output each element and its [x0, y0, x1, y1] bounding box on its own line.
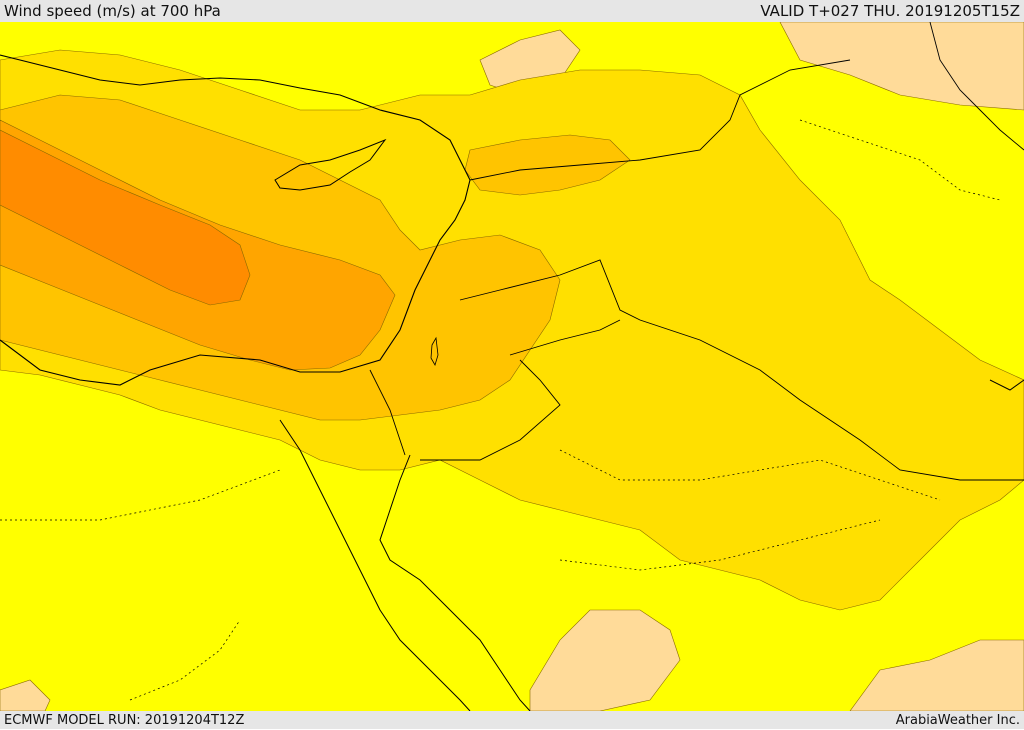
map-header: Wind speed (m/s) at 700 hPa VALID T+027 … [0, 0, 1024, 22]
band-5 [0, 129, 251, 306]
valid-time: VALID T+027 THU. 20191205T15Z [760, 2, 1020, 20]
persian-gulf-coast [989, 379, 1024, 391]
cyprus-outline [274, 138, 387, 191]
calm-region-south [529, 609, 681, 711]
model-run: ECMWF MODEL RUN: 20191204T12Z [4, 713, 245, 728]
calm-region-southeast [849, 639, 1024, 711]
band-3-east [464, 134, 631, 196]
calm-region-north [779, 22, 1024, 111]
credit: ArabiaWeather Inc. [895, 713, 1020, 728]
red-sea-coast [279, 419, 531, 711]
wind-speed-map [0, 22, 1024, 711]
map-title: Wind speed (m/s) at 700 hPa [4, 2, 221, 20]
dead-sea-lake [430, 336, 439, 367]
country-borders [369, 22, 1024, 481]
map-footer: ECMWF MODEL RUN: 20191204T12Z ArabiaWeat… [0, 711, 1024, 729]
calm-region-southwest [0, 679, 51, 711]
mediterranean-coast [0, 54, 471, 386]
internal-borders [0, 119, 1001, 701]
